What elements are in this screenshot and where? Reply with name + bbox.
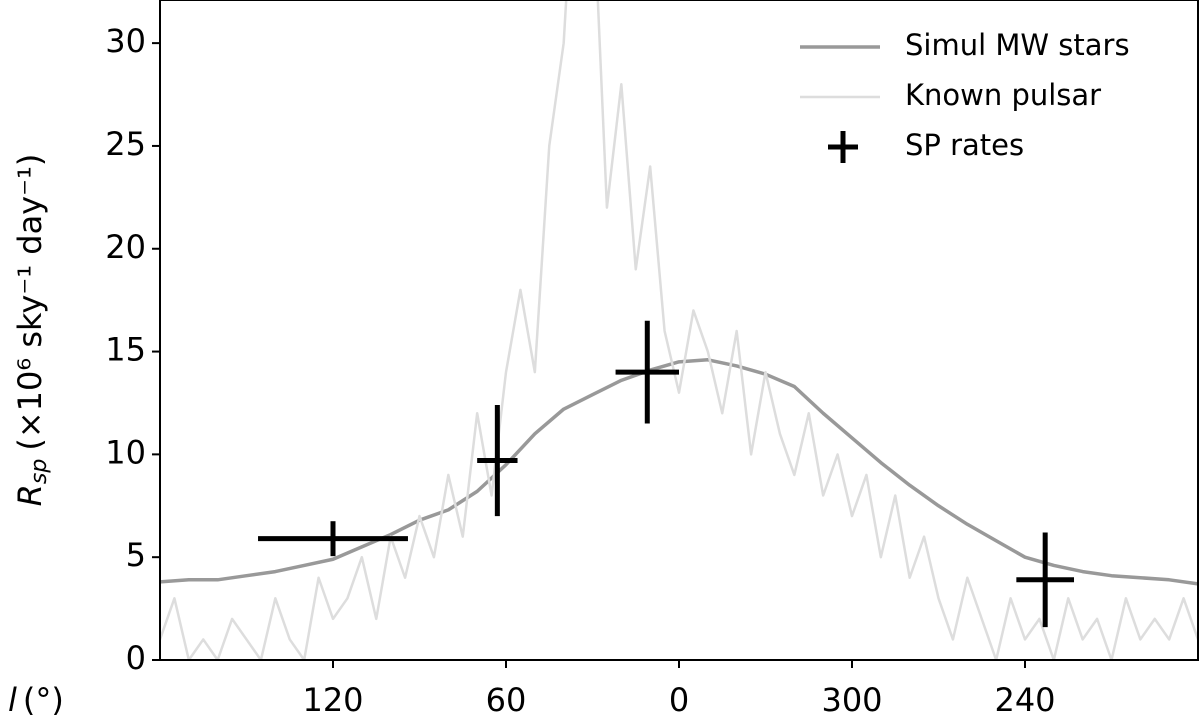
x-tick-label: 0 — [669, 681, 689, 719]
series-line — [160, 0, 1199, 661]
legend-label: Simul MW stars — [905, 28, 1130, 62]
legend-label: SP rates — [905, 128, 1024, 162]
series-line — [160, 358, 1199, 586]
x-tick-label: 120 — [302, 681, 363, 719]
y-label-symbol: R — [11, 484, 49, 506]
y-tick-label: 20 — [105, 228, 146, 266]
y-tick-label: 15 — [105, 331, 146, 369]
y-tick-label: 25 — [105, 125, 146, 163]
legend-label: Known pulsar — [905, 78, 1101, 112]
y-tick-label: 10 — [105, 433, 146, 471]
y-tick-label: 30 — [105, 22, 146, 60]
y-tick-label: 0 — [126, 639, 146, 677]
x-label-symbol: l — [8, 681, 17, 719]
y-label-subscript: sp — [27, 459, 52, 484]
y-tick-label: 5 — [126, 536, 146, 574]
x-label-units: (°) — [23, 681, 64, 719]
x-axis-label: l (°) — [8, 681, 64, 719]
x-tick-label: 300 — [821, 681, 882, 719]
y-label-units: (×10⁶ sky⁻¹ day⁻¹) — [11, 154, 49, 451]
x-tick-label: 240 — [994, 681, 1055, 719]
x-tick-label: 60 — [486, 681, 527, 719]
plot-area — [160, 0, 1199, 661]
y-axis-label: Rsp (×10⁶ sky⁻¹ day⁻¹) — [11, 154, 52, 507]
